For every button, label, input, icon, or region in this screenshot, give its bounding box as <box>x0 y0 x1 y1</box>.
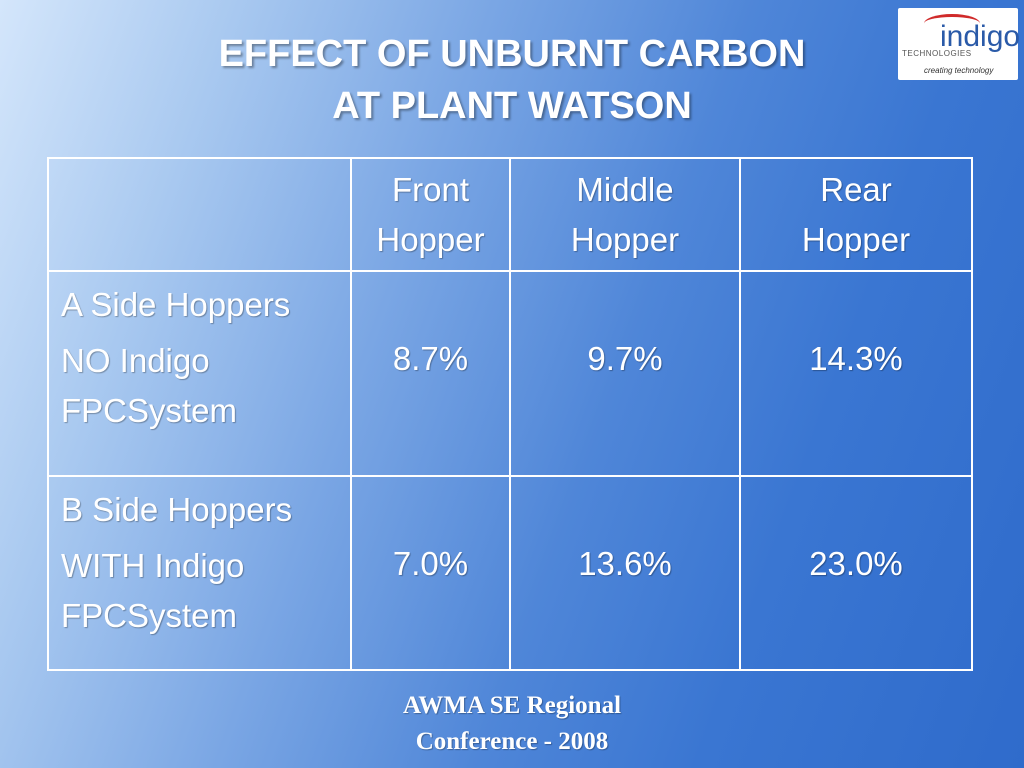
header-line: Hopper <box>376 221 485 258</box>
row-label-line: NO Indigo <box>61 342 210 379</box>
table-row: A Side Hoppers NO Indigo FPCSystem 8.7% … <box>47 270 973 477</box>
row-label-line: B Side Hoppers <box>61 491 293 528</box>
header-line: Hopper <box>801 221 911 258</box>
value-cell: 7.0% <box>350 475 511 671</box>
value-cell: 9.7% <box>509 270 741 477</box>
slide-title: EFFECT OF UNBURNT CARBON AT PLANT WATSON <box>0 28 1024 132</box>
row-label-line: FPCSystem <box>61 597 238 634</box>
header-line: Middle <box>576 171 674 208</box>
slide-footer: AWMA SE Regional Conference - 2008 <box>0 688 1024 760</box>
table-row: B Side Hoppers WITH Indigo FPCSystem 7.0… <box>47 475 973 671</box>
unburnt-carbon-table: Front Hopper Middle Hopper Rear Hopper A… <box>47 157 973 671</box>
row-label-line: FPCSystem <box>61 392 238 429</box>
row-label-line: A Side Hoppers <box>61 286 291 323</box>
footer-line-1: AWMA SE Regional <box>402 692 622 719</box>
header-cell-empty <box>47 157 352 272</box>
header-middle-hopper: Middle Hopper <box>509 157 741 272</box>
header-line: Rear <box>820 171 892 208</box>
table-header-row: Front Hopper Middle Hopper Rear Hopper <box>47 157 973 272</box>
logo-subtitle: TECHNOLOGIES <box>902 49 972 58</box>
logo-word: indigo <box>940 20 1021 53</box>
footer-line-2: Conference - 2008 <box>415 728 609 755</box>
header-rear-hopper: Rear Hopper <box>739 157 973 272</box>
value-cell: 8.7% <box>350 270 511 477</box>
row-label-line: WITH Indigo <box>61 547 245 584</box>
header-line: Hopper <box>570 221 680 258</box>
row-label-b-side: B Side Hoppers WITH Indigo FPCSystem <box>47 475 352 671</box>
logo-tagline: creating technology <box>924 66 994 75</box>
indigo-logo: indigo TECHNOLOGIES creating technology <box>898 8 1021 80</box>
value-cell: 14.3% <box>739 270 973 477</box>
value-cell: 13.6% <box>509 475 741 671</box>
logo-arc-icon <box>924 14 980 33</box>
header-front-hopper: Front Hopper <box>350 157 511 272</box>
title-line-1: EFFECT OF UNBURNT CARBON <box>218 33 806 75</box>
title-line-2: AT PLANT WATSON <box>332 85 692 127</box>
value-cell: 23.0% <box>739 475 973 671</box>
row-label-a-side: A Side Hoppers NO Indigo FPCSystem <box>47 270 352 477</box>
header-line: Front <box>391 171 470 208</box>
